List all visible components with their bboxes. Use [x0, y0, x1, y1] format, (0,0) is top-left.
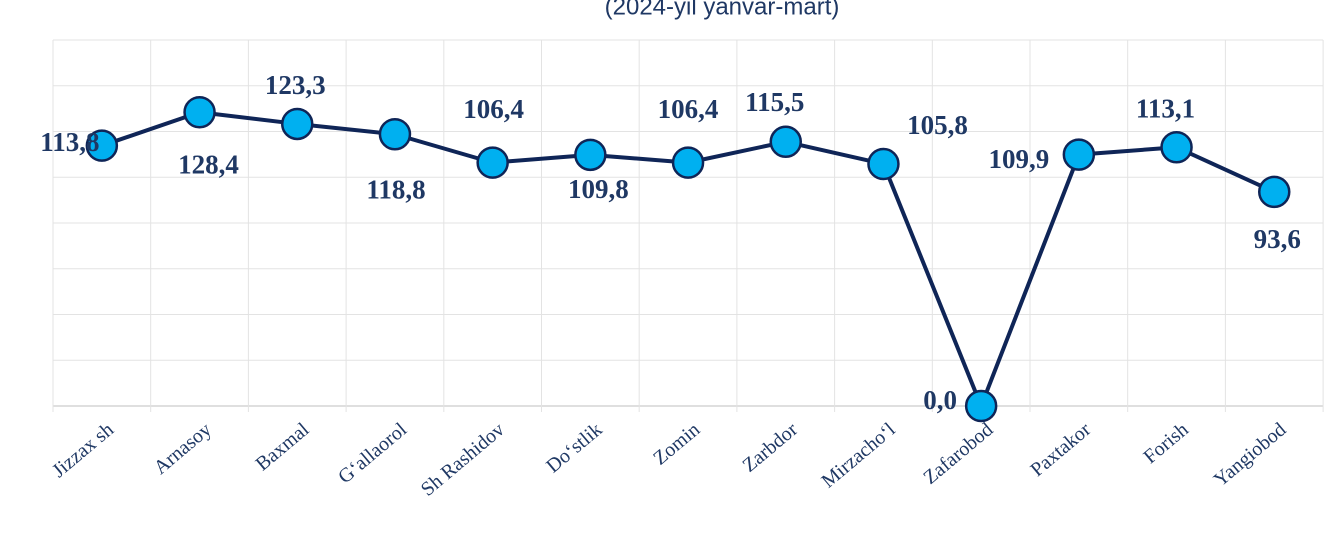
marker: [378, 117, 412, 151]
marker: [964, 389, 998, 423]
data-label: 93,6: [1254, 224, 1301, 254]
x-tick-label: Do‘stlik: [542, 418, 606, 477]
marker: [574, 138, 607, 172]
data-label: 109,9: [988, 144, 1049, 174]
marker: [769, 125, 802, 159]
x-tick-label: Baxmal: [252, 418, 314, 475]
data-label: 0,0: [923, 385, 957, 415]
data-label: 118,8: [366, 174, 425, 204]
marker: [281, 107, 314, 141]
marker: [183, 96, 216, 129]
marker: [476, 146, 509, 179]
x-tick-label: Zafarobod: [919, 418, 997, 488]
marker: [85, 129, 119, 162]
marker: [1062, 138, 1096, 171]
x-tick-label: Forish: [1139, 418, 1192, 468]
chart-subtitle: (2024-yil yanvar-mart): [605, 0, 840, 20]
marker: [1258, 175, 1291, 209]
data-label: 128,4: [178, 149, 239, 179]
x-tick-label: Arnasoy: [150, 418, 216, 478]
marker: [671, 146, 705, 179]
data-label: 113,8: [40, 127, 99, 157]
marker: [867, 147, 900, 181]
data-label: 106,4: [658, 94, 719, 124]
data-label: 106,4: [463, 94, 524, 124]
x-tick-label: Zomin: [649, 418, 704, 469]
data-label: 113,1: [1136, 93, 1195, 123]
data-label: 123,3: [265, 70, 326, 100]
data-label: 109,8: [568, 174, 629, 204]
x-tick-label: Jizzax sh: [48, 418, 118, 482]
marker: [1160, 131, 1193, 164]
x-tick-label: Paxtakor: [1026, 418, 1095, 481]
x-tick-label: G‘allaorol: [334, 418, 411, 488]
x-tick-label: Zarbdor: [738, 418, 802, 476]
data-label: 105,8: [907, 110, 968, 140]
x-tick-label: Sh Rashidov: [417, 418, 509, 500]
data-label: 115,5: [745, 87, 804, 117]
x-tick-label: Mirzacho‘l: [817, 418, 900, 492]
x-tick-label: Yangiobod: [1210, 418, 1291, 491]
